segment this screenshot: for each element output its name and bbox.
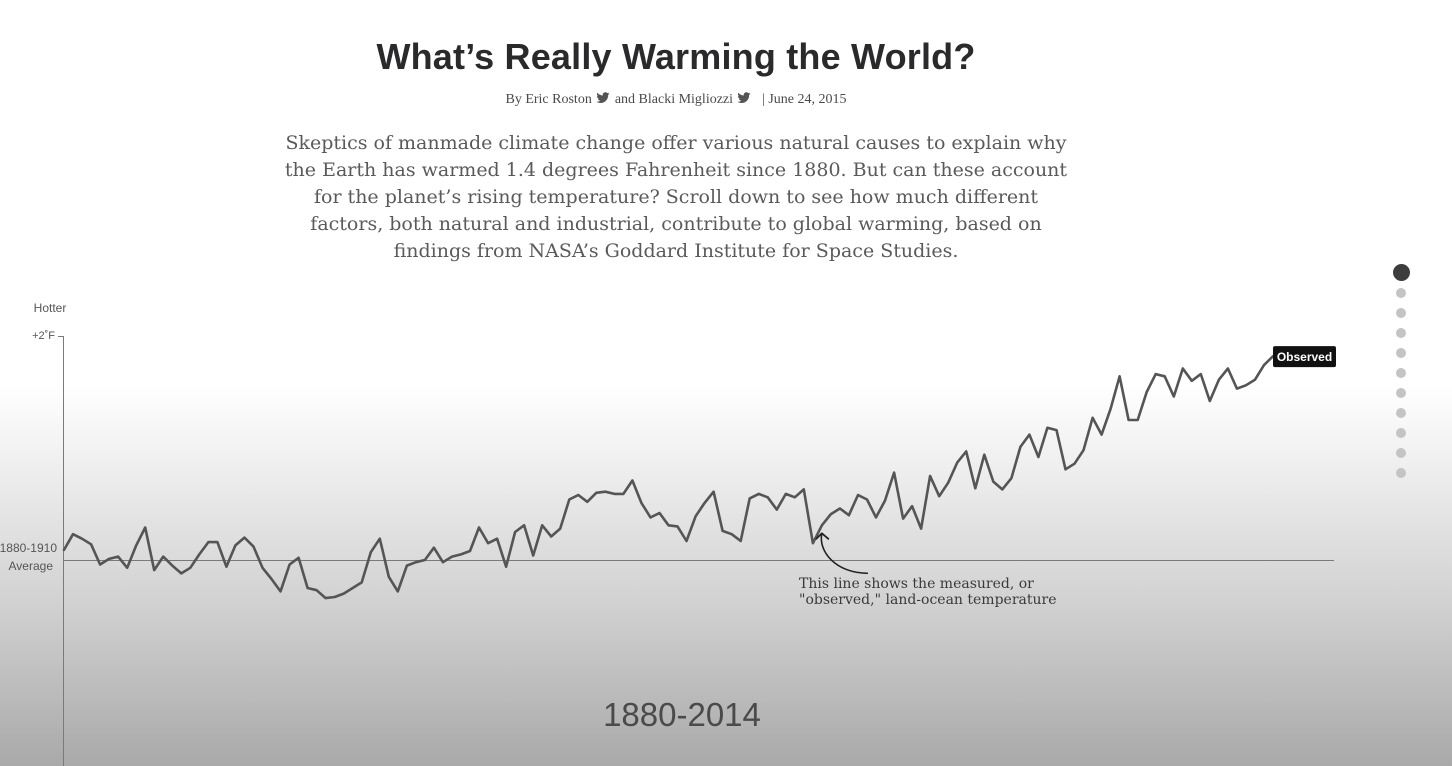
author-eric-roston[interactable]: By Eric Roston [505, 92, 592, 107]
baseline-label-line1: 1880-1910 [0, 541, 57, 555]
scroll-step-dot-9[interactable] [1396, 428, 1406, 438]
chart-axes: Hotter +2˚F 1880-1910 Average 1880-2014 [0, 301, 1334, 766]
scroll-step-dot-3[interactable] [1396, 308, 1406, 318]
scroll-step-dot-11[interactable] [1396, 468, 1406, 478]
author-blacki-migliozzi[interactable]: and Blacki Migliozzi [614, 92, 734, 107]
scroll-step-dot-8[interactable] [1396, 408, 1406, 418]
period-label: 1880-2014 [603, 696, 761, 733]
annotation-arrowhead [815, 532, 830, 540]
series-end-tag: Observed [1273, 346, 1336, 368]
publish-date: | June 24, 2015 [762, 92, 847, 107]
article-dek: Skeptics of manmade climate change offer… [284, 132, 1068, 262]
baseline-label-line2: Average [9, 559, 54, 573]
scroll-step-dot-5[interactable] [1396, 348, 1406, 358]
y-tick-label-top: +2˚F [32, 330, 55, 342]
y-label-hotter: Hotter [34, 301, 67, 315]
annotation-group: This line shows the measured, or"observe… [799, 532, 1056, 608]
twitter-bird-icon[interactable] [596, 92, 610, 104]
page-title: What’s Really Warming the World? [376, 36, 976, 77]
scroll-step-dot-2[interactable] [1396, 288, 1406, 298]
scroll-step-dot-7[interactable] [1396, 388, 1406, 398]
annotation-text-line1: This line shows the measured, or [799, 576, 1034, 592]
annotation-arrow [820, 533, 868, 575]
scroll-step-dot-10[interactable] [1396, 448, 1406, 458]
scroll-step-nav [1391, 264, 1411, 488]
scroll-step-dot-6[interactable] [1396, 368, 1406, 378]
series-end-tag-bg [1273, 346, 1336, 368]
annotation-text-line2: "observed," land-ocean temperature [799, 592, 1056, 608]
series-line-observed [62, 354, 1275, 600]
scroll-step-dot-4[interactable] [1396, 328, 1406, 338]
series-end-tag-label: Observed [1277, 350, 1332, 364]
byline: By Eric Roston and Blacki Migliozzi | June… [0, 92, 1352, 108]
twitter-bird-icon[interactable] [737, 92, 751, 104]
series-group: Observed [62, 346, 1336, 600]
scroll-step-dot-1[interactable] [1392, 264, 1410, 281]
